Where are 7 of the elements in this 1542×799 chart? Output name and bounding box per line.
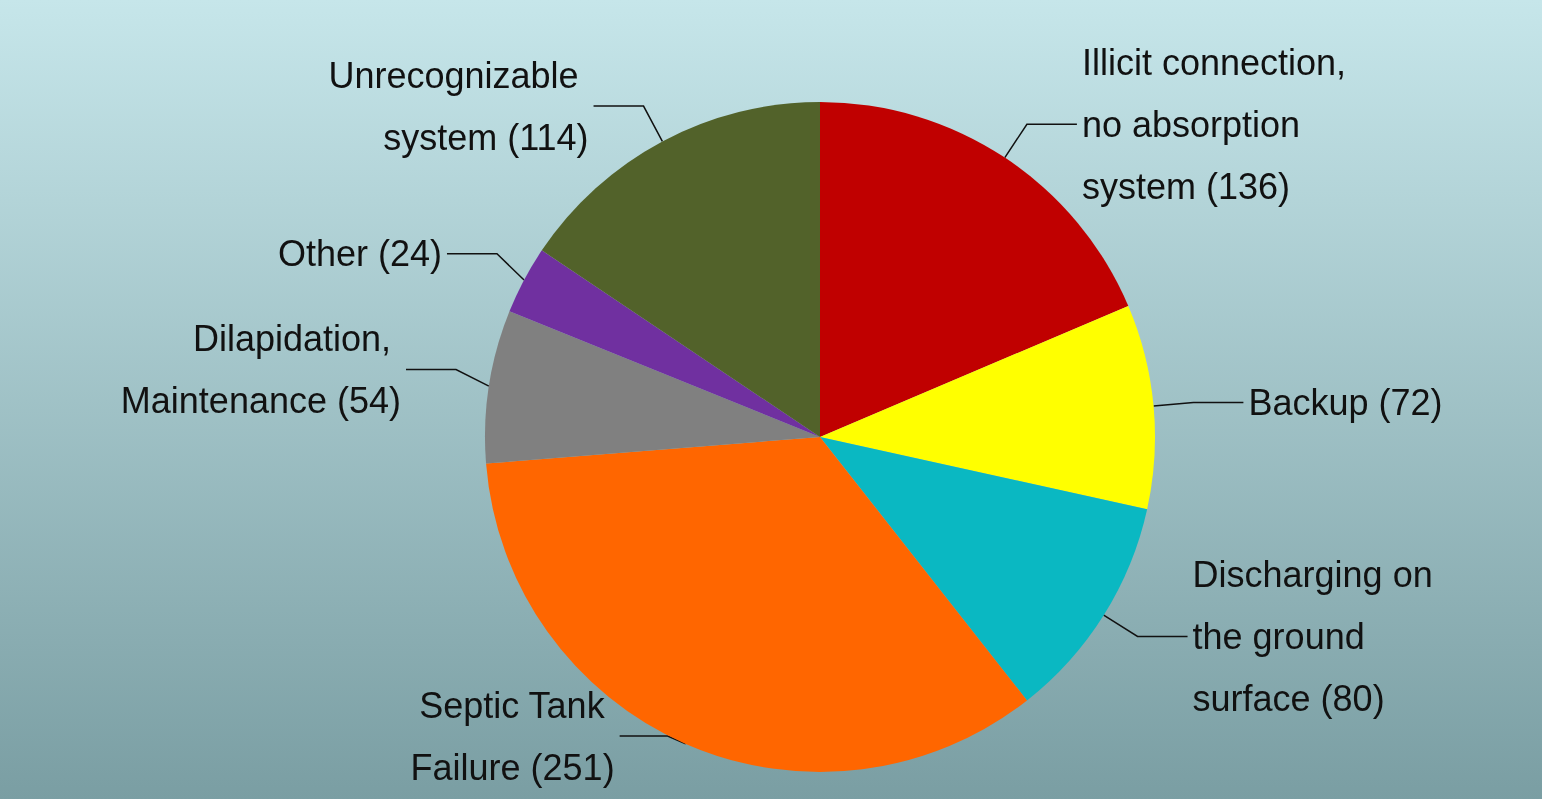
slice-label: Other (24) (277, 233, 442, 275)
slice-label: Septic Tank Failure (251) (410, 684, 615, 788)
slice-label: Unrecognizable system (114) (328, 54, 589, 158)
slice-label: Backup (72) (1248, 381, 1443, 423)
slice-label: Illicit connection, no absorption system (136) (1081, 41, 1357, 207)
slice-label: Dilapidation, Maintenance (54) (120, 318, 402, 422)
slice-label: Discharging on the ground surface (80) (1192, 553, 1443, 719)
